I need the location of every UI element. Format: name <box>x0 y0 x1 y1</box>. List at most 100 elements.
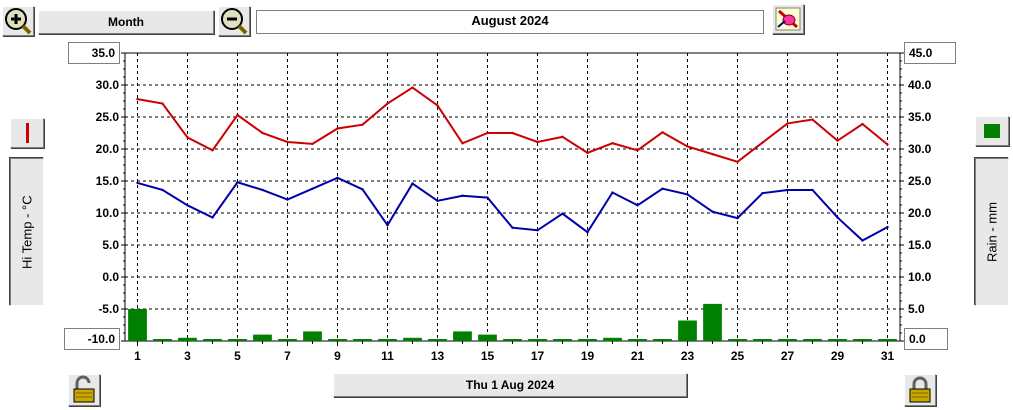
left-tick-label: 5.0 <box>102 238 119 252</box>
lo-temp-point <box>411 182 414 185</box>
date-navigation-button[interactable]: Thu 1 Aug 2024 <box>333 373 687 397</box>
right-tick-label: 15.0 <box>908 238 932 252</box>
left-tick-label: 25.0 <box>96 110 120 124</box>
rain-bar <box>653 339 672 341</box>
rain-bar <box>453 331 472 341</box>
lo-temp-point <box>211 216 214 219</box>
lo-temp-point <box>811 188 814 192</box>
right-series-swatch-button[interactable] <box>975 116 1009 146</box>
chart-title: August 2024 <box>256 10 764 34</box>
lo-temp-point <box>436 199 439 203</box>
magnifier-minus-icon <box>221 8 248 35</box>
lo-temp-point <box>536 229 539 232</box>
rain-bar <box>753 339 772 341</box>
lo-temp-point <box>611 191 614 194</box>
rain-bar <box>603 337 622 341</box>
lo-temp-point <box>836 216 839 219</box>
hi-temp-point <box>586 151 589 155</box>
x-tick-label: 17 <box>531 349 545 363</box>
right-tick-label: 35.0 <box>908 110 932 124</box>
rain-bar <box>803 339 822 341</box>
rain-bar <box>403 337 422 341</box>
x-tick-label: 23 <box>681 349 695 363</box>
rain-bar <box>353 339 372 341</box>
rain-bar <box>703 303 722 341</box>
rain-bar <box>253 334 272 341</box>
lo-temp-point <box>561 212 564 215</box>
hi-temp-point <box>211 149 214 152</box>
rain-bar <box>678 320 697 341</box>
rain-bar <box>728 339 747 341</box>
lo-temp-point <box>886 225 889 229</box>
x-tick-label: 21 <box>631 349 645 363</box>
right-tick-label: 5.0 <box>908 302 925 316</box>
left-tick-label: 30.0 <box>96 78 120 92</box>
lo-temp-point <box>461 194 464 197</box>
x-tick-label: 29 <box>831 349 845 363</box>
hi-temp-point <box>686 145 689 148</box>
x-tick-label: 11 <box>381 349 394 363</box>
lo-temp-point <box>361 188 364 191</box>
lo-temp-point <box>311 187 314 190</box>
rain-bar <box>153 339 172 341</box>
x-tick-label: 13 <box>431 349 445 363</box>
x-tick-label: 5 <box>234 349 241 363</box>
right-tick-label: 10.0 <box>908 270 932 284</box>
lo-temp-point <box>186 204 189 207</box>
rain-bar <box>328 339 347 341</box>
hi-temp-point <box>886 143 889 146</box>
lock-left-button[interactable] <box>68 374 100 406</box>
hi-temp-point <box>461 142 464 145</box>
lo-temp-point <box>661 187 664 190</box>
lock-right-button[interactable] <box>904 374 936 406</box>
x-tick-label: 27 <box>781 349 795 363</box>
plot-area <box>124 52 901 342</box>
hi-temp-point <box>161 102 164 105</box>
hi-temp-point <box>486 131 489 135</box>
lo-temp-point <box>586 231 589 234</box>
rain-bar <box>278 339 297 341</box>
hi-temp-point <box>786 122 789 125</box>
zoom-in-button[interactable] <box>2 6 34 36</box>
left-tick-label: 10.0 <box>96 206 120 220</box>
x-tick-label: 9 <box>334 349 341 363</box>
x-tick-label: 1 <box>134 349 141 363</box>
lo-temp-point <box>486 196 489 199</box>
lo-temp-point <box>761 191 764 195</box>
hi-temp-point <box>836 139 839 142</box>
rain-bar <box>778 339 797 341</box>
rain-bar <box>228 339 247 341</box>
rain-bar <box>553 339 572 341</box>
left-axis-top-value: 35.0 <box>68 42 120 64</box>
magnifier-plus-icon <box>5 8 32 35</box>
x-tick-label: 31 <box>881 349 895 363</box>
right-tick-label: 40.0 <box>908 78 932 92</box>
rain-bar <box>503 339 522 341</box>
lo-temp-point <box>161 188 164 192</box>
hi-temp-point <box>761 141 764 144</box>
left-series-swatch-button[interactable] <box>10 118 44 148</box>
lo-temp-point <box>786 188 789 192</box>
period-selector-button[interactable]: Month <box>38 10 214 34</box>
hi-temp-point <box>636 149 639 152</box>
tools-button[interactable] <box>772 4 804 34</box>
rain-bar <box>628 339 647 341</box>
hi-temp-point <box>136 97 139 101</box>
rain-bar <box>428 339 447 341</box>
right-axis-top-value: 45.0 <box>904 42 956 64</box>
lo-temp-point <box>386 223 389 227</box>
rain-bar <box>128 309 147 341</box>
rain-swatch-icon <box>984 124 1000 138</box>
hi-temp-point <box>711 152 714 156</box>
hi-temp-point <box>261 131 264 135</box>
temperature-swatch-icon <box>25 123 29 143</box>
x-tick-label: 7 <box>284 349 291 363</box>
zoom-out-button[interactable] <box>218 6 250 36</box>
right-tick-label: 30.0 <box>908 142 932 156</box>
hi-temp-point <box>361 123 364 126</box>
hi-temp-point <box>511 131 514 135</box>
lo-temp-point <box>236 181 239 184</box>
lo-temp-point <box>136 181 139 185</box>
hi-temp-point <box>561 135 564 139</box>
